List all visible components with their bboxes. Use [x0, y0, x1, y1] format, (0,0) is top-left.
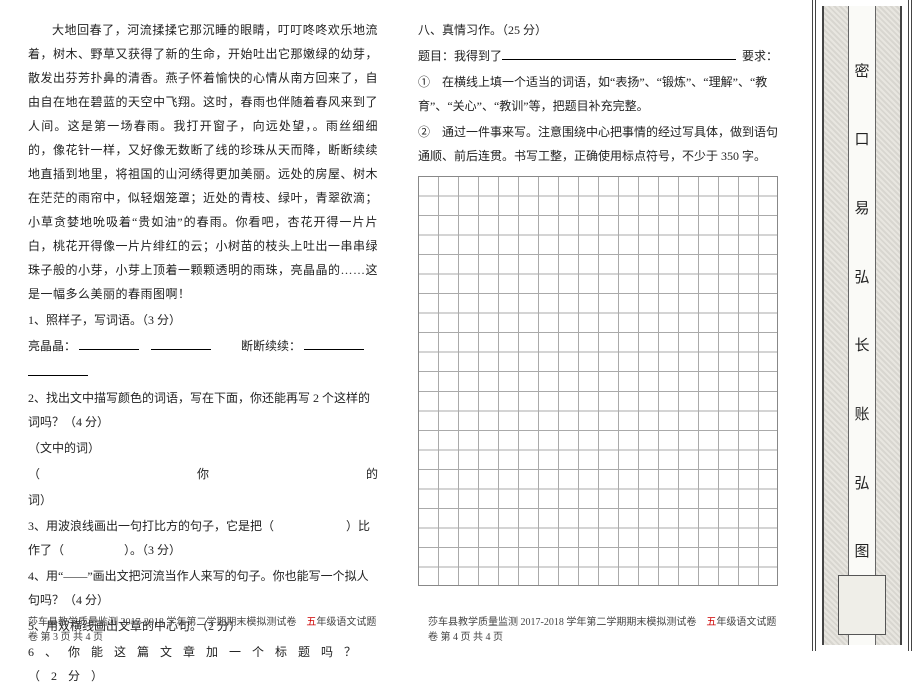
- q1-head: 1、照样子，写词语。（3 分）: [28, 308, 378, 332]
- footer-right-a: 莎车县教学质量监测 2017-2018 学年第二学期期末模拟测试卷: [428, 617, 706, 628]
- essay-req-label: 要求：: [742, 44, 778, 68]
- footer-left: 莎车县教学质量监测 2017-2018 学年第二学期期末模拟测试卷 五年级语文试…: [28, 613, 378, 643]
- footer-right: 莎车县教学质量监测 2017-2018 学年第二学期期末模拟测试卷 五年级语文试…: [428, 613, 778, 643]
- q2-sub: （文中的词）: [28, 436, 378, 460]
- binding-seal: [838, 575, 886, 635]
- q3: 3、用波浪线画出一句打比方的句子，它是把（ ）比作了（ ）。（3 分）: [28, 514, 378, 562]
- essay-title-row: 题目：我得到了 要求：: [418, 44, 778, 68]
- reading-passage: 大地回春了，河流揉揉它那沉睡的眼睛，叮叮咚咚欢乐地流着，树木、野草又获得了新的生…: [28, 18, 378, 306]
- q1-blank-1[interactable]: [79, 336, 139, 350]
- q1-label2: 断断续续：: [241, 339, 301, 353]
- binding-char-7: 图: [854, 540, 869, 561]
- binding-margin: 密 口 易 弘 长 账 弘 图: [812, 0, 912, 651]
- page-4: 八、真情习作。（25 分） 题目：我得到了 要求： ① 在横线上填一个适当的词语…: [400, 0, 800, 651]
- q1-label1: 亮晶晶：: [28, 339, 76, 353]
- essay-req-2: ② 通过一件事来写。注意围绕中心把事情的经过写具体，做到语句通顺、前后连贯。书写…: [418, 120, 778, 168]
- page-3: 大地回春了，河流揉揉它那沉睡的眼睛，叮叮咚咚欢乐地流着，树木、野草又获得了新的生…: [0, 0, 400, 651]
- q1-blanks-row: 亮晶晶： 断断续续：: [28, 334, 378, 358]
- section-8-head: 八、真情习作。（25 分）: [418, 18, 778, 42]
- q2-tail: 的: [366, 462, 378, 486]
- q1-blank-4[interactable]: [28, 362, 88, 376]
- q4: 4、用“——”画出文把河流当作人来写的句子。你也能写一个拟人句吗？（4 分）: [28, 564, 378, 612]
- q2-open: （: [28, 462, 40, 486]
- q2: 2、找出文中描写颜色的词语，写在下面，你还能再写 2 个这样的词吗？（4 分）: [28, 386, 378, 434]
- binding-char-1: 口: [854, 128, 869, 149]
- binding-inner: 密 口 易 弘 长 账 弘 图: [822, 6, 902, 645]
- q1-blank-2[interactable]: [151, 336, 211, 350]
- binding-char-3: 弘: [854, 266, 869, 287]
- q1-blank-row2: [28, 360, 378, 384]
- q2-close: 词）: [28, 488, 378, 512]
- binding-char-5: 账: [854, 403, 869, 424]
- essay-title-blank[interactable]: [502, 46, 736, 60]
- essay-title-label: 题目：我得到了: [418, 44, 502, 68]
- writing-grid[interactable]: [418, 176, 778, 586]
- footer-right-b: 五: [706, 617, 716, 628]
- q2-mid: 你: [197, 462, 209, 486]
- essay-req-1: ① 在横线上填一个适当的词语，如“表扬”、“锻炼”、“理解”、“教育”、“关心”…: [418, 70, 778, 118]
- binding-char-0: 密: [854, 60, 869, 81]
- q6: 6 、 你 能 这 篇 文 章 加 一 个 标 题 吗 ？ （ 2 分 ）: [28, 640, 378, 688]
- q2-line: （ 你 的: [28, 462, 378, 486]
- binding-strip: 密 口 易 弘 长 账 弘 图: [848, 6, 876, 645]
- footer-left-a: 莎车县教学质量监测 2017-2018 学年第二学期期末模拟测试卷: [28, 617, 306, 628]
- q1-blank-3[interactable]: [304, 336, 364, 350]
- binding-char-6: 弘: [854, 472, 869, 493]
- binding-char-2: 易: [854, 197, 869, 218]
- binding-char-4: 长: [854, 334, 869, 355]
- footer-left-b: 五: [306, 617, 316, 628]
